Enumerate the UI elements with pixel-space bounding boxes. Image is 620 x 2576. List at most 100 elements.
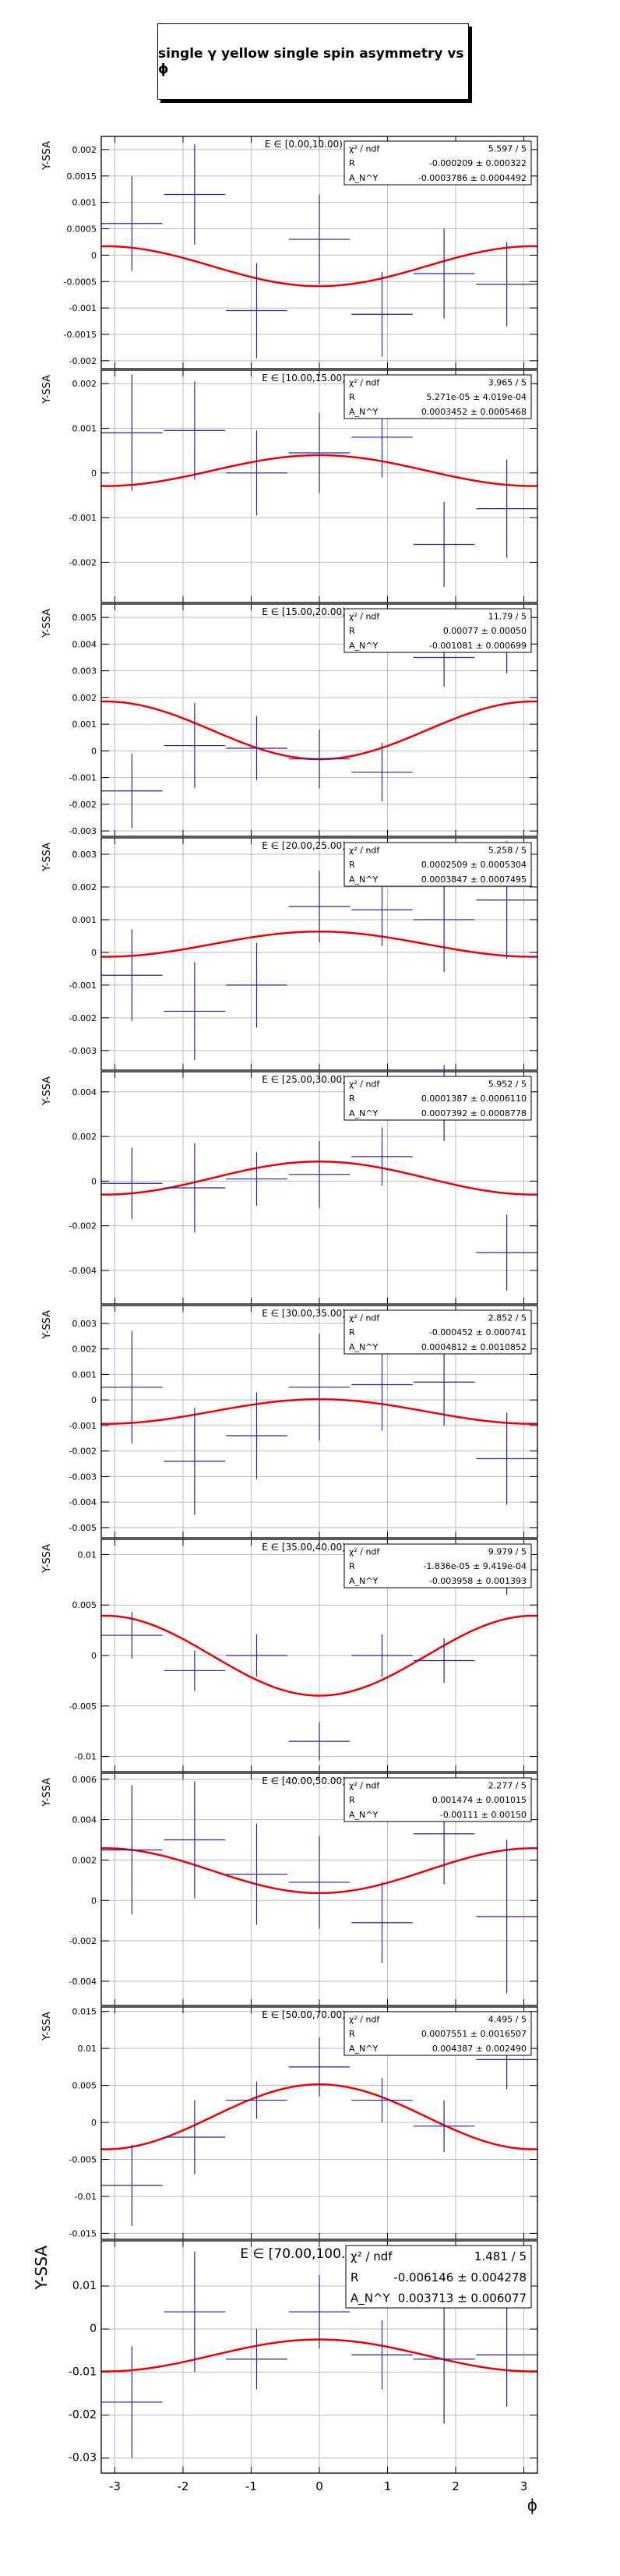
data-point (413, 2294, 475, 2424)
stats-label: R (349, 1094, 355, 1104)
stats-value: 5.258 / 5 (488, 845, 527, 855)
y-tick-label: -0.002 (69, 800, 97, 810)
y-tick-label: 0.01 (78, 1549, 97, 1560)
y-tick-label: -0.001 (69, 981, 97, 991)
y-tick-label: 0.001 (72, 719, 97, 730)
stats-label: χ² / ndf (349, 845, 380, 855)
y-tick-label: 0.006 (72, 1775, 97, 1785)
data-point (413, 1638, 475, 1683)
stats-label: A_N^Y (349, 173, 378, 183)
data-point (101, 374, 163, 491)
stats-value: 4.495 / 5 (488, 2014, 527, 2024)
stats-value: 0.0003847 ± 0.0007495 (421, 875, 527, 885)
stats-label: A_N^Y (349, 641, 378, 651)
y-tick-label: -0.02 (69, 2409, 97, 2422)
stats-label: R (349, 626, 355, 636)
y-tick-label: 0.001 (72, 198, 97, 208)
stats-value: -0.0003786 ± 0.0004492 (418, 173, 527, 183)
stats-label: R (349, 1561, 355, 1571)
stats-value: -1.836e-05 ± 9.419e-04 (423, 1561, 527, 1571)
y-tick-label: 0 (90, 2323, 97, 2335)
stats-value: 3.965 / 5 (488, 377, 527, 387)
panel-title: E ∈ [40.00,50.00) (262, 1776, 346, 1786)
data-point (164, 1650, 226, 1691)
stats-box-frame (343, 1309, 532, 1355)
data-point (226, 1634, 287, 1677)
stats-label: χ² / ndf (349, 143, 380, 154)
y-tick-label: -0.002 (69, 356, 97, 366)
y-tick-label: 0.004 (72, 1815, 97, 1825)
y-tick-label: 0.005 (72, 2081, 97, 2091)
stats-value: 0.0002509 ± 0.0005304 (421, 860, 527, 870)
y-axis-label: Y-SSA (41, 843, 53, 872)
stats-value: 0.0007392 ± 0.0008778 (421, 1108, 527, 1118)
y-axis-label: Y-SSA (41, 609, 53, 638)
y-tick-label: -0.003 (69, 826, 97, 836)
y-tick-label: 0.002 (72, 1855, 97, 1865)
stats-label: R (351, 2270, 358, 2284)
y-tick-label: 0.015 (72, 2007, 97, 2017)
stats-label: R (349, 1327, 355, 1337)
data-point (101, 1147, 163, 1220)
data-point (226, 2081, 287, 2119)
panel-title: E ∈ [30.00,35.00) (262, 1308, 346, 1319)
panel-title: E ∈ [35.00,40.00) (262, 1542, 346, 1553)
data-point (226, 430, 287, 516)
y-tick-label: -0.002 (69, 1447, 97, 1457)
stats-box-frame (343, 374, 532, 419)
panel-title: E ∈ [10.00,15.00) (262, 373, 346, 383)
panel-title: E ∈ [25.00,30.00) (262, 1074, 346, 1085)
chart-panel: -0.01 -0.005 0 0.005 0.01 E ∈ [35.00,40.00) Y-… (41, 1539, 538, 1772)
data-point (351, 1634, 413, 1677)
y-tick-label: 0 (91, 2118, 97, 2128)
stats-label: R (349, 1795, 355, 1805)
data-point (351, 1127, 413, 1186)
y-tick-label: 0.003 (72, 850, 97, 860)
y-tick-label: 0.002 (72, 882, 97, 892)
chart-panel: -0.03 -0.02 -0.01 0 0.01 E ∈ [70.00,100.00) Y-… (32, 2240, 538, 2514)
stats-box-frame (343, 1543, 532, 1588)
panel-title: E ∈ [50.00,70.00) (262, 2009, 346, 2020)
stats-box: χ² / ndf 2.277 / 5 R 0.001474 ± 0.001015 A_N… (343, 1777, 532, 1822)
stats-label: χ² / ndf (349, 1546, 380, 1557)
data-point (164, 1407, 226, 1515)
y-tick-label: -0.01 (75, 2192, 97, 2202)
stats-box-frame (343, 140, 532, 186)
x-tick-label: 0 (315, 2479, 323, 2493)
stats-label: χ² / ndf (351, 2249, 393, 2263)
stats-box-frame (343, 2011, 532, 2056)
y-tick-label: -0.005 (69, 1523, 97, 1533)
x-axis-label: ϕ (527, 2496, 537, 2514)
data-point (164, 381, 226, 480)
y-tick-label: 0.001 (72, 1369, 97, 1380)
data-point (288, 194, 351, 284)
stats-value: 0.0001387 ± 0.0006110 (421, 1094, 527, 1104)
y-axis-label: Y-SSA (41, 141, 53, 171)
stats-value: 9.979 / 5 (488, 1546, 527, 1557)
stats-value: 0.001474 ± 0.001015 (432, 1795, 527, 1805)
data-point (288, 870, 351, 943)
stats-label: A_N^Y (349, 407, 378, 417)
stats-value: 5.597 / 5 (488, 143, 527, 154)
y-tick-label: -0.03 (69, 2452, 97, 2465)
plot-frame (100, 837, 538, 1071)
stats-box: χ² / ndf 5.597 / 5 R -0.000209 ± 0.000322 A_… (343, 140, 532, 186)
data-point (226, 2329, 287, 2390)
stats-value: -0.001081 ± 0.000699 (429, 641, 527, 651)
data-point (101, 2144, 163, 2226)
y-tick-label: -0.001 (69, 303, 97, 313)
y-axis-label: Y-SSA (32, 2246, 51, 2291)
data-point (288, 1722, 351, 1761)
y-tick-label: 0.003 (72, 1319, 97, 1329)
plot-frame (100, 136, 538, 369)
x-tick-label: 3 (520, 2479, 528, 2493)
plot-frame (100, 2006, 538, 2240)
y-tick-label: 0 (91, 250, 97, 260)
data-point (164, 1781, 226, 1899)
data-point (101, 1330, 163, 1443)
stats-label: A_N^Y (349, 1342, 378, 1352)
data-point (164, 702, 226, 789)
data-point (164, 962, 226, 1061)
stats-label: R (349, 2029, 355, 2039)
y-axis-label: Y-SSA (41, 1544, 53, 1574)
